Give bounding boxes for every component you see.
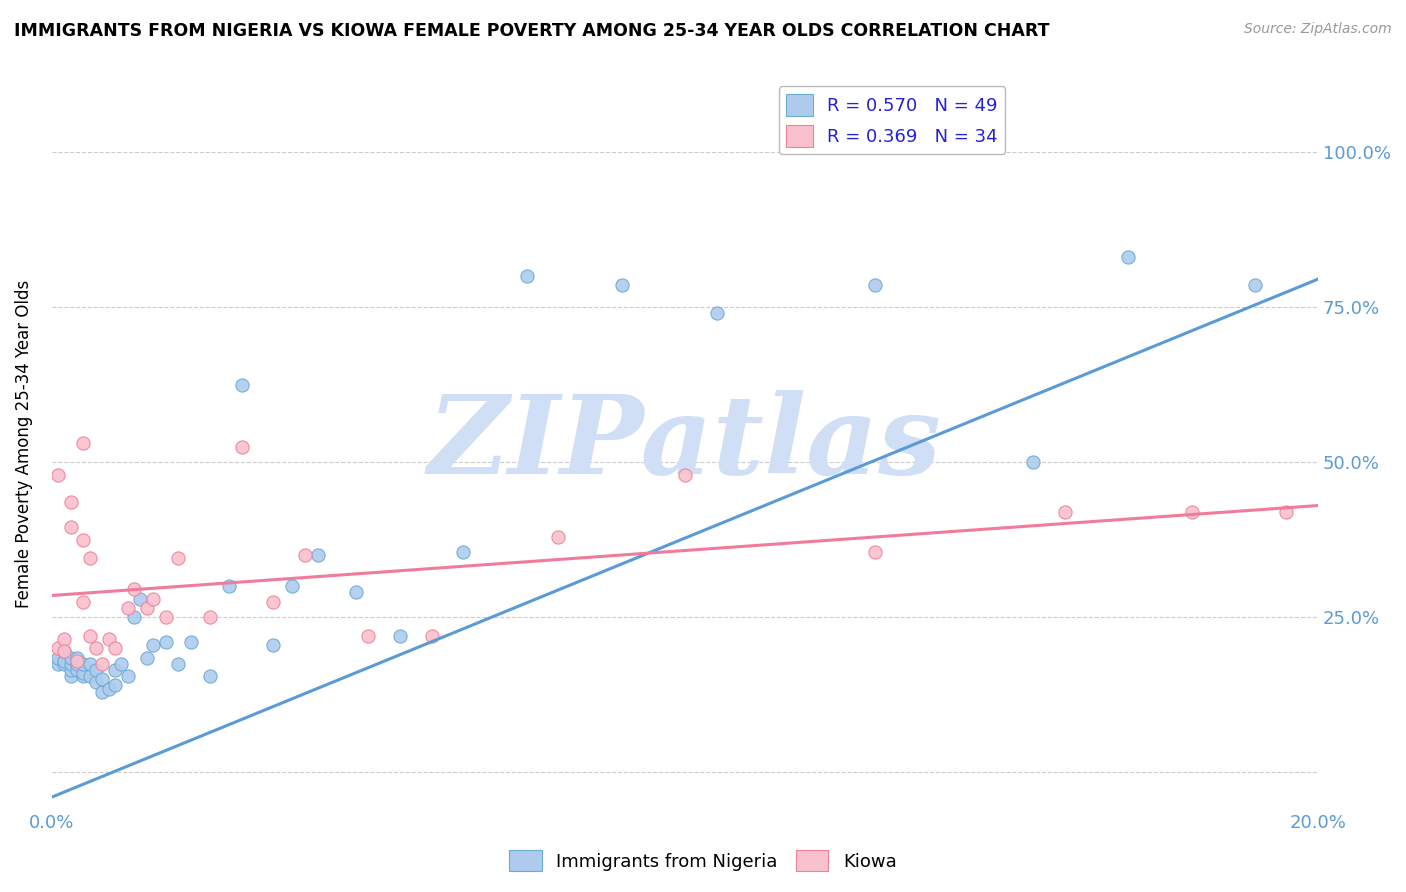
Point	[79, 657, 101, 671]
Point	[66, 654, 89, 668]
Point	[97, 681, 120, 696]
Point	[1022, 455, 1045, 469]
Point	[53, 654, 76, 668]
Legend: R = 0.570   N = 49, R = 0.369   N = 34: R = 0.570 N = 49, R = 0.369 N = 34	[779, 87, 1005, 154]
Point	[104, 663, 127, 677]
Point	[79, 551, 101, 566]
Point	[180, 635, 202, 649]
Point	[673, 467, 696, 482]
Point	[66, 657, 89, 671]
Point	[84, 641, 107, 656]
Point	[104, 678, 127, 692]
Point	[135, 650, 157, 665]
Point	[46, 641, 69, 656]
Legend: Immigrants from Nigeria, Kiowa: Immigrants from Nigeria, Kiowa	[502, 843, 904, 879]
Point	[117, 601, 139, 615]
Point	[84, 663, 107, 677]
Point	[863, 545, 886, 559]
Point	[863, 278, 886, 293]
Point	[142, 638, 165, 652]
Point	[167, 551, 190, 566]
Point	[59, 657, 82, 671]
Point	[53, 632, 76, 646]
Point	[91, 657, 114, 671]
Text: IMMIGRANTS FROM NIGERIA VS KIOWA FEMALE POVERTY AMONG 25-34 YEAR OLDS CORRELATIO: IMMIGRANTS FROM NIGERIA VS KIOWA FEMALE …	[14, 22, 1049, 40]
Point	[66, 663, 89, 677]
Point	[344, 585, 367, 599]
Point	[59, 669, 82, 683]
Point	[218, 579, 240, 593]
Point	[262, 638, 284, 652]
Point	[72, 533, 94, 547]
Point	[72, 595, 94, 609]
Point	[281, 579, 304, 593]
Point	[167, 657, 190, 671]
Point	[1243, 278, 1265, 293]
Point	[72, 669, 94, 683]
Point	[547, 530, 569, 544]
Point	[610, 278, 633, 293]
Point	[46, 650, 69, 665]
Point	[516, 268, 538, 283]
Point	[79, 669, 101, 683]
Point	[72, 657, 94, 671]
Point	[72, 436, 94, 450]
Point	[231, 377, 253, 392]
Point	[66, 650, 89, 665]
Point	[388, 629, 411, 643]
Point	[129, 591, 152, 606]
Point	[46, 467, 69, 482]
Point	[53, 644, 76, 658]
Text: Source: ZipAtlas.com: Source: ZipAtlas.com	[1244, 22, 1392, 37]
Point	[46, 657, 69, 671]
Point	[420, 629, 443, 643]
Point	[91, 684, 114, 698]
Point	[307, 548, 329, 562]
Point	[59, 520, 82, 534]
Point	[198, 669, 221, 683]
Point	[59, 650, 82, 665]
Point	[53, 644, 76, 658]
Point	[294, 548, 316, 562]
Point	[72, 666, 94, 681]
Point	[262, 595, 284, 609]
Point	[59, 663, 82, 677]
Point	[97, 632, 120, 646]
Point	[135, 601, 157, 615]
Point	[91, 672, 114, 686]
Point	[453, 545, 475, 559]
Point	[155, 610, 177, 624]
Text: ZIPatlas: ZIPatlas	[427, 390, 942, 497]
Point	[1180, 505, 1202, 519]
Point	[117, 669, 139, 683]
Point	[53, 657, 76, 671]
Point	[1116, 251, 1139, 265]
Point	[122, 582, 145, 597]
Point	[1275, 505, 1298, 519]
Point	[357, 629, 380, 643]
Point	[706, 306, 728, 320]
Point	[142, 591, 165, 606]
Point	[1053, 505, 1076, 519]
Point	[110, 657, 132, 671]
Point	[104, 641, 127, 656]
Point	[231, 440, 253, 454]
Y-axis label: Female Poverty Among 25-34 Year Olds: Female Poverty Among 25-34 Year Olds	[15, 279, 32, 607]
Point	[198, 610, 221, 624]
Point	[79, 629, 101, 643]
Point	[59, 495, 82, 509]
Point	[84, 675, 107, 690]
Point	[122, 610, 145, 624]
Point	[155, 635, 177, 649]
